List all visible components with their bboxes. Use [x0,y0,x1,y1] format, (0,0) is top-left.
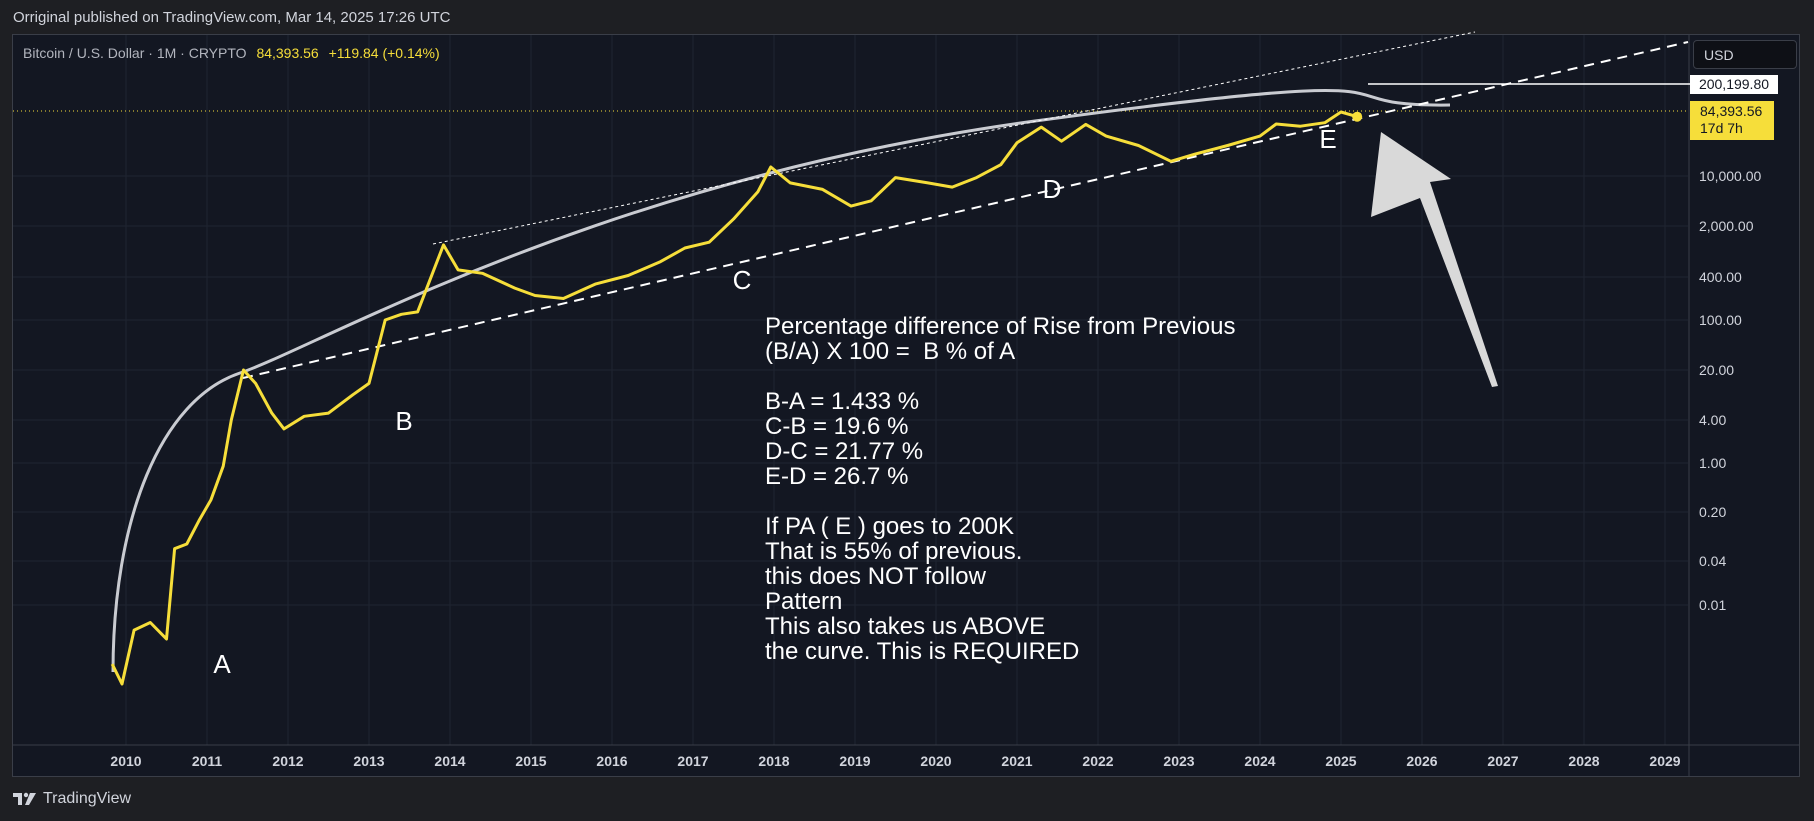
x-axis: 2010 2011 2012 2013 2014 2015 2016 2017 2018 2019… [110,753,1680,769]
point-label-d: D [1043,174,1062,204]
x-tick-label: 2019 [839,753,870,769]
y-tick-label: 0.04 [1699,553,1726,569]
x-tick-label: 2010 [110,753,141,769]
x-tick-label: 2017 [677,753,708,769]
currency-button[interactable]: USD [1693,40,1797,69]
y-tick-label: 1.00 [1699,455,1726,471]
lower-trendline [242,41,1689,379]
y-tick-label: 20.00 [1699,362,1734,378]
x-tick-label: 2029 [1649,753,1680,769]
x-tick-label: 2021 [1001,753,1032,769]
x-tick-label: 2027 [1487,753,1518,769]
last-price-dot [1352,111,1363,122]
x-tick-label: 2014 [434,753,465,769]
bar-countdown: 17d 7h [1700,120,1743,136]
x-tick-label: 2022 [1082,753,1113,769]
y-tick-label: 2,000.00 [1699,218,1754,234]
publish-caption: Orriginal published on TradingView.com, … [13,9,451,26]
x-tick-label: 2028 [1568,753,1599,769]
y-tick-label: 400.00 [1699,269,1742,285]
arrow-shape [1371,132,1498,387]
x-tick-label: 2026 [1406,753,1437,769]
x-tick-label: 2020 [920,753,951,769]
price-series-line [110,110,1358,686]
x-tick-label: 2015 [515,753,546,769]
x-tick-label: 2023 [1163,753,1194,769]
symbol-change: +119.84 (+0.14%) [328,45,440,61]
point-label-a: A [213,649,231,679]
brand[interactable]: TradingView [13,790,131,808]
brand-name: TradingView [43,790,132,807]
drawing-overlays [13,31,1690,673]
tradingview-logo-icon [13,792,36,805]
y-tick-label: 4.00 [1699,412,1726,428]
x-tick-label: 2011 [192,753,223,769]
last-price-tag: 84,393.56 17d 7h [1690,101,1774,140]
point-label-c: C [733,265,752,295]
y-tick-label: 0.01 [1699,597,1726,613]
x-tick-label: 2012 [272,753,303,769]
point-label-e: E [1319,124,1336,154]
symbol-price: 84,393.56 [256,45,319,61]
y-tick-label: 0.20 [1699,504,1726,520]
y-axis: 10,000.00 2,000.00 400.00 100.00 20.00 4.00 1.… [1699,168,1761,613]
annotation-text: Percentage difference of Rise from Previ… [765,313,1236,665]
y-tick-label: 10,000.00 [1699,168,1761,184]
point-label-b: B [395,406,412,436]
target-price-tag: 200,199.80 [1690,75,1778,94]
last-price-value: 84,393.56 [1700,103,1763,119]
y-tick-label: 100.00 [1699,312,1742,328]
growth-curve [111,88,1451,673]
symbol-legend[interactable]: Bitcoin / U.S. Dollar · 1M · CRYPTO 84,3… [23,45,440,61]
x-tick-label: 2025 [1325,753,1356,769]
x-tick-label: 2013 [353,753,384,769]
x-tick-label: 2018 [758,753,789,769]
x-tick-label: 2016 [596,753,627,769]
chart-panel[interactable] [12,34,1800,777]
symbol-name: Bitcoin / U.S. Dollar · 1M · CRYPTO [23,45,247,61]
x-tick-label: 2024 [1244,753,1275,769]
point-labels: A B C D E [213,124,1336,679]
